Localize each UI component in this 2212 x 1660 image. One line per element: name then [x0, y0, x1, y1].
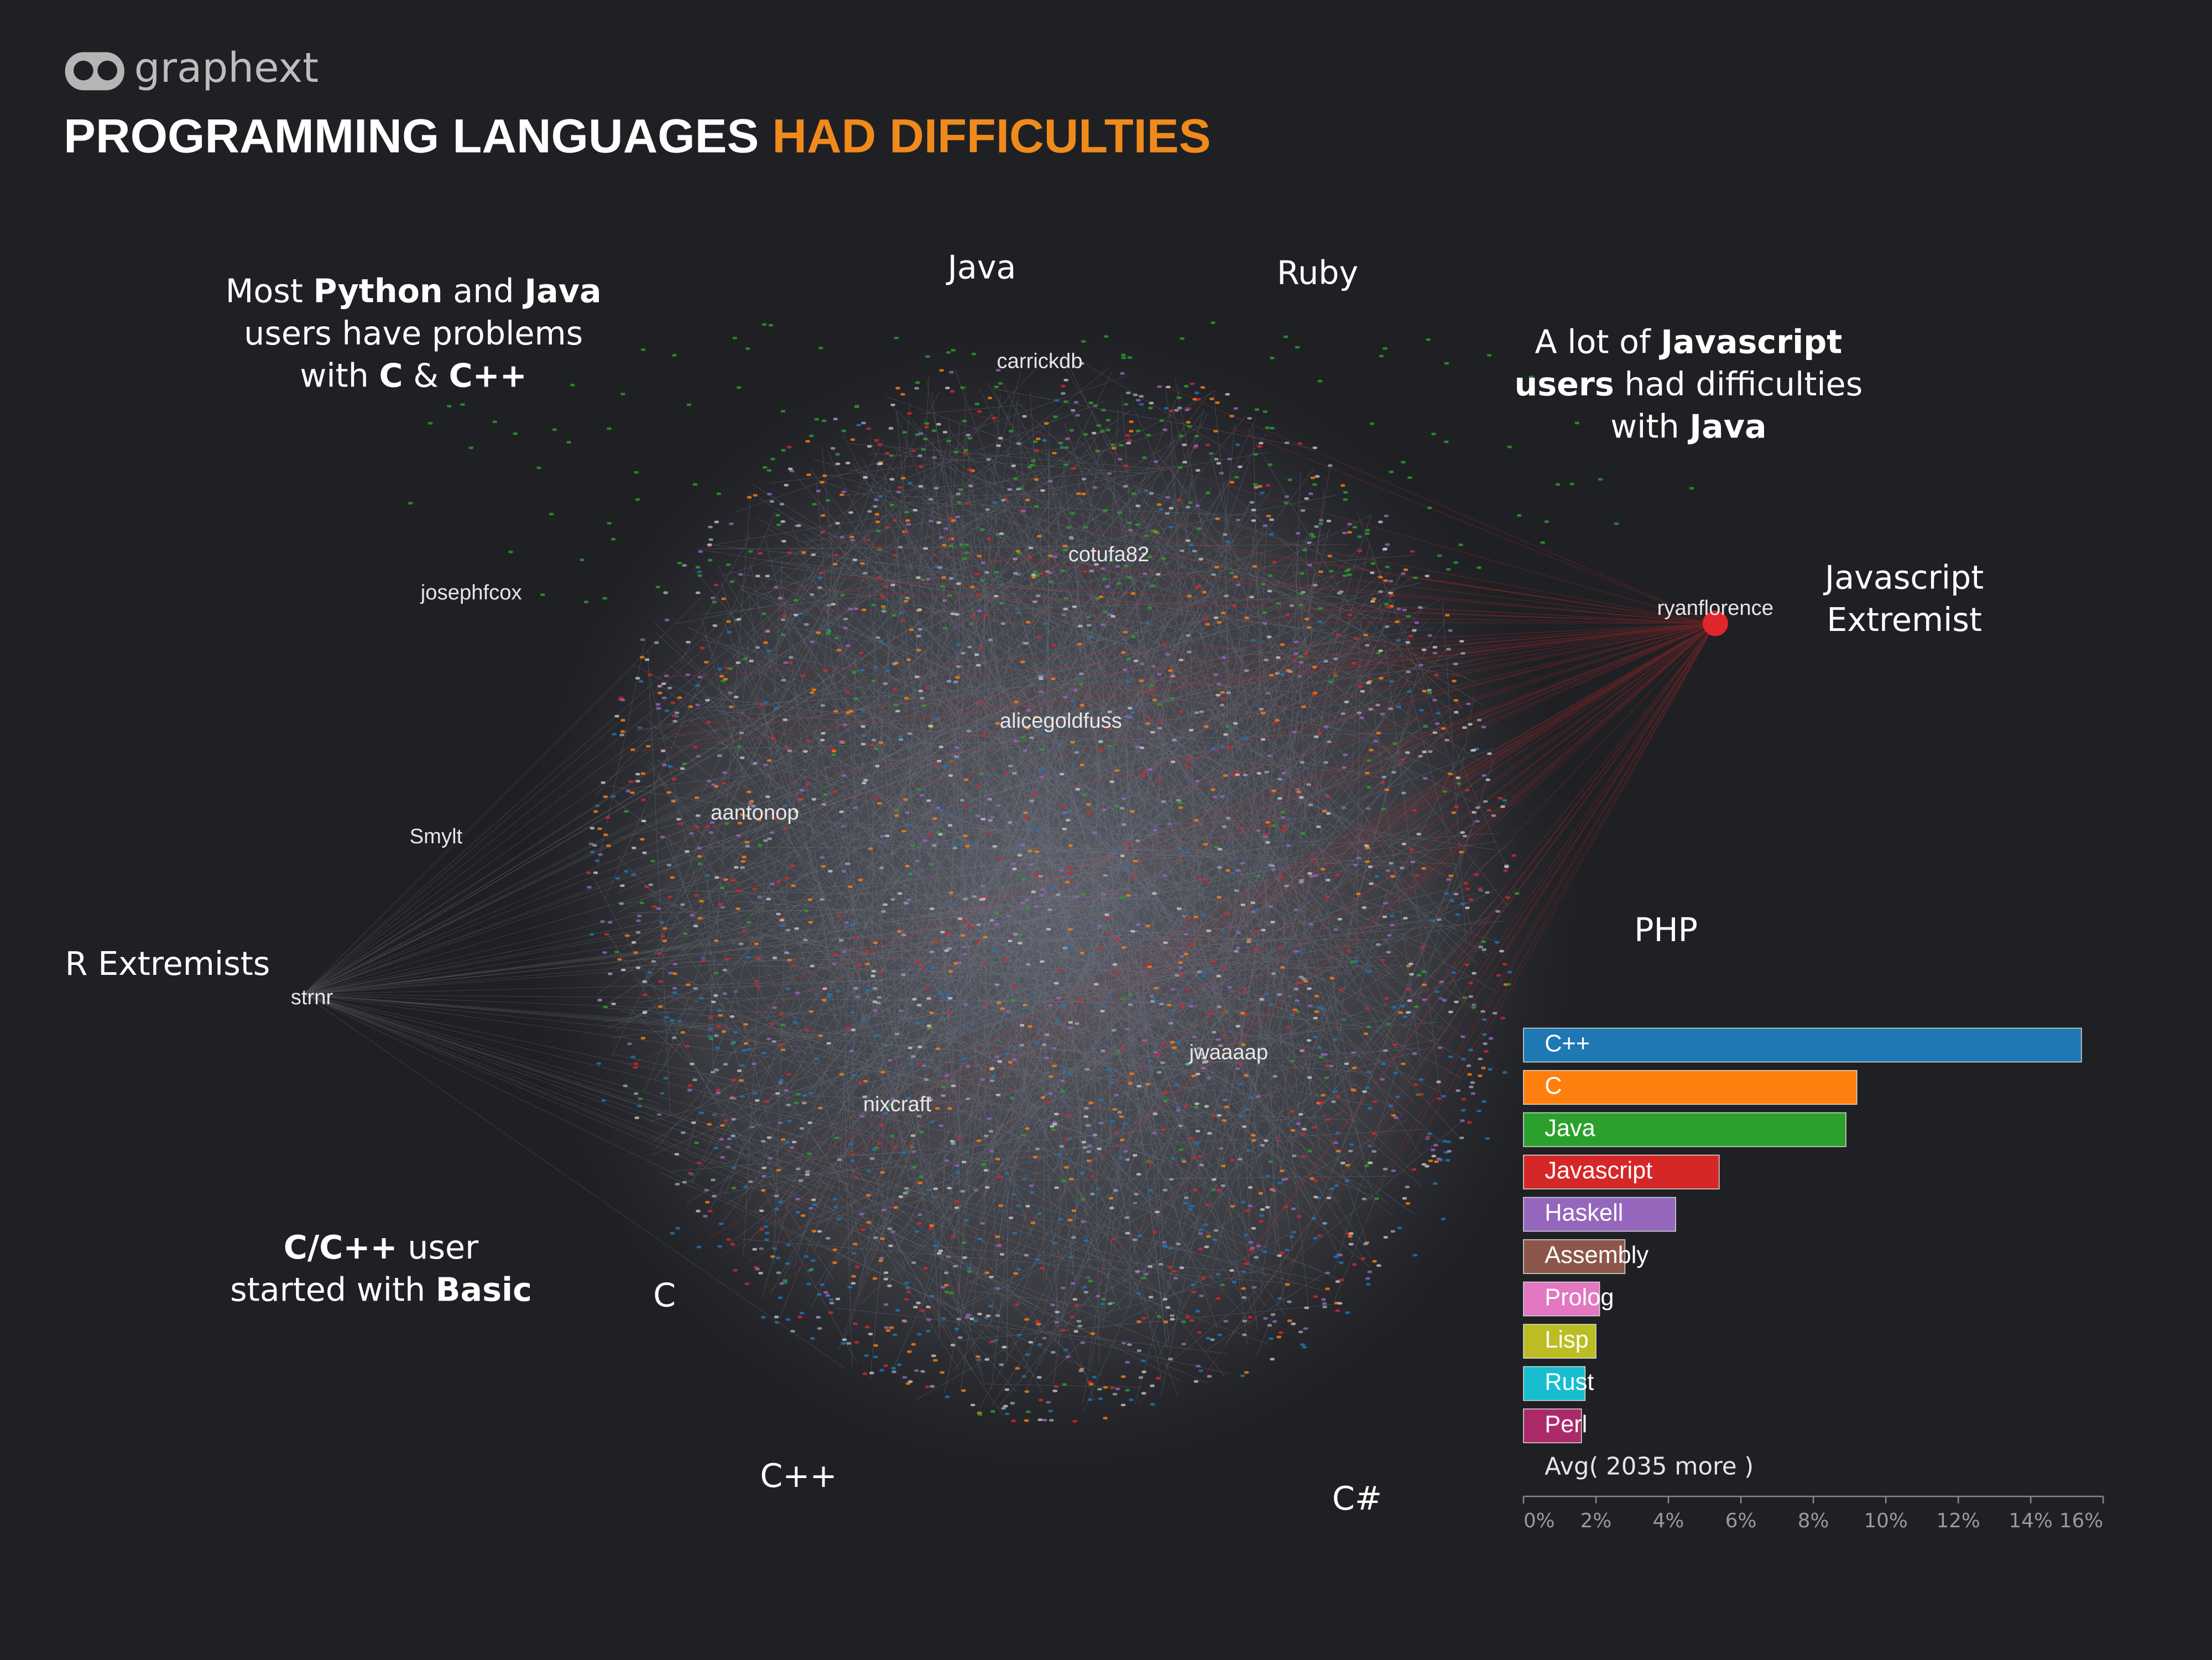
x-tick-label: 16%: [2059, 1510, 2103, 1532]
annotation-text: Java: [522, 273, 601, 310]
bar-label: Prolog: [1545, 1285, 1614, 1311]
annotation-text: Java: [1687, 408, 1766, 445]
bar-label: Haskell: [1545, 1199, 1623, 1226]
cluster-label: Javascript: [1823, 558, 1984, 596]
annotation: with C & C++: [300, 357, 527, 395]
network-edges: [594, 353, 1515, 1416]
annotation: started with Basic: [230, 1271, 532, 1308]
network-dots: [408, 321, 1694, 1416]
cluster-label: Extremist: [1827, 601, 1982, 639]
logo: graphext: [65, 44, 319, 92]
node-labels: carrickdb cotufa82 josephfcox ryanflorence a…: [291, 349, 1773, 1116]
bar-label: Javascript: [1545, 1157, 1652, 1184]
network-edges: [626, 384, 1716, 1405]
network-dots: [587, 361, 1494, 1422]
node-label: nixcraft: [863, 1093, 932, 1116]
node-label: carrickdb: [997, 349, 1083, 373]
node-label: strnr: [291, 985, 333, 1009]
annotation-text: Python: [313, 273, 442, 310]
bar-label: Rust: [1545, 1369, 1594, 1396]
network-edges: [303, 453, 1499, 1384]
network-glow: [515, 324, 1587, 1481]
x-tick-label: 10%: [1864, 1510, 1907, 1532]
x-tick-label: 6%: [1725, 1510, 1757, 1532]
x-tick-label: 8%: [1798, 1510, 1829, 1532]
bar: [1523, 1366, 1586, 1401]
cluster-label: R Extremists: [65, 945, 270, 983]
node-label: ryanflorence: [1657, 596, 1774, 620]
logo-text: graphext: [134, 44, 319, 92]
annotation-text: user: [398, 1229, 479, 1266]
annotation-text: had difficulties: [1614, 366, 1863, 403]
annotation-text: &: [403, 357, 449, 395]
annotation-text: Basic: [436, 1271, 532, 1308]
annotation: A lot of Javascript: [1535, 323, 1843, 361]
node-label: Smylt: [410, 824, 463, 848]
node-label: aantonop: [711, 801, 799, 824]
annotation-text: with: [1610, 408, 1689, 445]
bar-label: Perl: [1545, 1411, 1587, 1438]
annotation-text: Most: [226, 273, 314, 310]
bar: [1523, 1027, 2082, 1063]
bar-label: Lisp: [1545, 1327, 1589, 1353]
logo-icon-hole: [73, 60, 93, 81]
annotation-text: users: [1514, 366, 1614, 403]
annotation-text: Javascript: [1658, 323, 1842, 361]
annotation-text: and: [443, 273, 525, 310]
annotation: Most Python and Java: [226, 273, 602, 310]
x-tick-label: 12%: [1937, 1510, 1980, 1532]
annotation: users had difficulties: [1514, 366, 1863, 403]
annotation-text: C: [379, 357, 403, 395]
bar: [1523, 1239, 1626, 1274]
annotation-text: C/C++: [284, 1229, 398, 1266]
annotation-text: users have problems: [244, 315, 583, 352]
x-tick-label: 2%: [1580, 1510, 1612, 1532]
annotation-text: A lot of: [1535, 323, 1661, 361]
cluster-label: C#: [1332, 1480, 1382, 1517]
title-part: PROGRAMMING LANGUAGES: [64, 109, 759, 163]
highlight-node: [1702, 610, 1728, 636]
annotation: C/C++ user: [284, 1229, 479, 1266]
cluster-label: C++: [760, 1457, 837, 1495]
x-tick-label: 4%: [1653, 1510, 1684, 1532]
annotation-text: started with: [230, 1271, 436, 1308]
network-dots: [589, 391, 1512, 1416]
node-label: cotufa82: [1068, 542, 1150, 566]
bar-label: C: [1545, 1073, 1562, 1099]
annotation-text: C++: [449, 357, 527, 395]
bar: [1523, 1281, 1600, 1317]
x-tick-label: 0%: [1524, 1510, 1555, 1532]
annotation: users have problems: [244, 315, 583, 352]
title: PROGRAMMING LANGUAGES HAD DIFFICULTIES: [64, 109, 1211, 163]
bar: [1523, 1070, 1858, 1105]
cluster-label: Java: [946, 248, 1016, 286]
avg-label: Avg( 2035 more ): [1545, 1453, 1754, 1481]
bar-label: C++: [1545, 1030, 1590, 1057]
annotation-text: with: [300, 357, 379, 395]
x-tick-label: 14%: [2009, 1510, 2053, 1532]
annotation: with Java: [1610, 408, 1766, 445]
bar: [1523, 1112, 1846, 1147]
network: [303, 321, 1728, 1423]
network-dots: [586, 382, 1516, 1423]
cluster-label: C: [653, 1277, 676, 1314]
bar: [1523, 1408, 1582, 1443]
bar: [1523, 1197, 1676, 1232]
node-label: alicegoldfuss: [1000, 709, 1122, 733]
network-dots: [589, 362, 1509, 1421]
bar: [1523, 1324, 1597, 1359]
bar: [1523, 1155, 1720, 1189]
network-dots: [592, 387, 1509, 1422]
node-label: josephfcox: [420, 581, 522, 604]
cluster-label: Ruby: [1277, 254, 1358, 291]
cluster-label: PHP: [1634, 911, 1698, 949]
bar-label: Java: [1545, 1115, 1595, 1141]
title-highlight: HAD DIFFICULTIES: [772, 109, 1211, 163]
node-label: jwaaaap: [1189, 1040, 1269, 1064]
logo-icon-hole: [97, 60, 118, 81]
bar-label: Assembly: [1545, 1242, 1648, 1269]
bar-chart: C++ C Java Javascript Haskell Assembly Prolog L…: [1522, 1027, 2104, 1532]
